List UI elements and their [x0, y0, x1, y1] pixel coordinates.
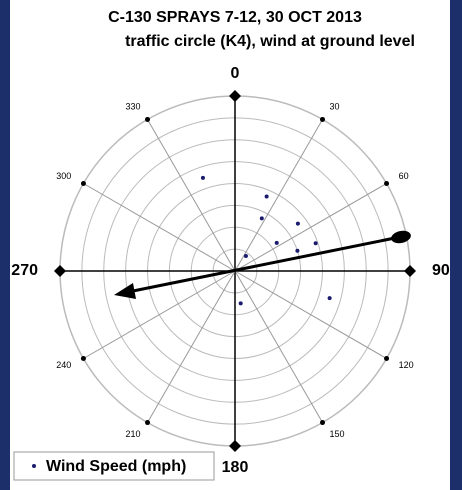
axis-marker [229, 440, 241, 452]
theta-tick-label: 30 [330, 102, 340, 112]
data-point [264, 194, 269, 199]
grid-spoke [234, 270, 323, 423]
grid-spoke [234, 183, 387, 272]
theta-tick-label: 150 [330, 429, 345, 439]
legend-marker [32, 464, 36, 468]
data-point [295, 221, 300, 226]
grid-spoke [234, 270, 387, 359]
data-point [327, 296, 332, 301]
theta-tick-label: 120 [399, 360, 414, 370]
plot-area: 0 30 60 90 120 150 180 210 240 270 300 330 [11, 65, 450, 476]
grid-spoke [83, 183, 236, 272]
data-point [243, 253, 248, 258]
wind-arrow-tail [391, 230, 411, 244]
axis-marker [320, 420, 325, 426]
data-point [274, 240, 279, 245]
grid-spoke [147, 119, 236, 272]
axis-marker [384, 356, 390, 361]
grid-spoke [83, 270, 236, 359]
wind-arrow-shaft [127, 235, 401, 294]
legend-label: Wind Speed (mph) [46, 458, 186, 475]
theta-tick-label: 0 [231, 65, 240, 82]
data-point [238, 301, 243, 306]
axis-marker [229, 90, 241, 102]
chart-background [10, 0, 450, 490]
chart-subtitle: traffic circle (K4), wind at ground leve… [125, 33, 415, 50]
axis-marker [54, 265, 66, 277]
theta-tick-label: 330 [125, 102, 140, 112]
axis-marker [320, 116, 325, 122]
axis-marker [404, 265, 416, 277]
axis-marker [80, 356, 86, 361]
chart-title: C-130 SPRAYS 7-12, 30 OCT 2013 [108, 9, 362, 26]
axis-marker [145, 420, 150, 426]
data-point [200, 175, 205, 180]
data-point [259, 216, 264, 221]
legend [13, 451, 215, 481]
theta-tick-label: 90 [432, 262, 450, 279]
theta-tick-label: 180 [222, 459, 249, 476]
data-point [295, 248, 300, 253]
grid-spoke [234, 119, 323, 272]
axis-marker [384, 181, 390, 186]
axis-marker [80, 181, 86, 186]
axis-marker [145, 116, 150, 122]
theta-tick-label: 270 [11, 262, 38, 279]
theta-tick-label: 240 [56, 360, 71, 370]
wind-arrow [114, 230, 411, 299]
theta-tick-label: 300 [56, 171, 71, 181]
data-point [313, 241, 318, 246]
theta-tick-label: 210 [125, 429, 140, 439]
grid-spoke [147, 270, 236, 423]
wind-arrow-head [114, 283, 136, 299]
theta-tick-label: 60 [399, 171, 409, 181]
